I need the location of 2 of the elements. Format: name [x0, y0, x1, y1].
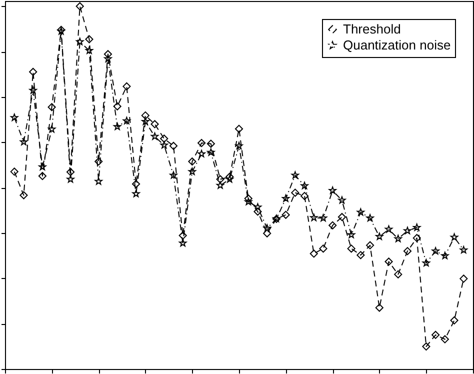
- legend-label: Threshold: [343, 22, 401, 36]
- legend-label: Quantization noise: [343, 38, 451, 52]
